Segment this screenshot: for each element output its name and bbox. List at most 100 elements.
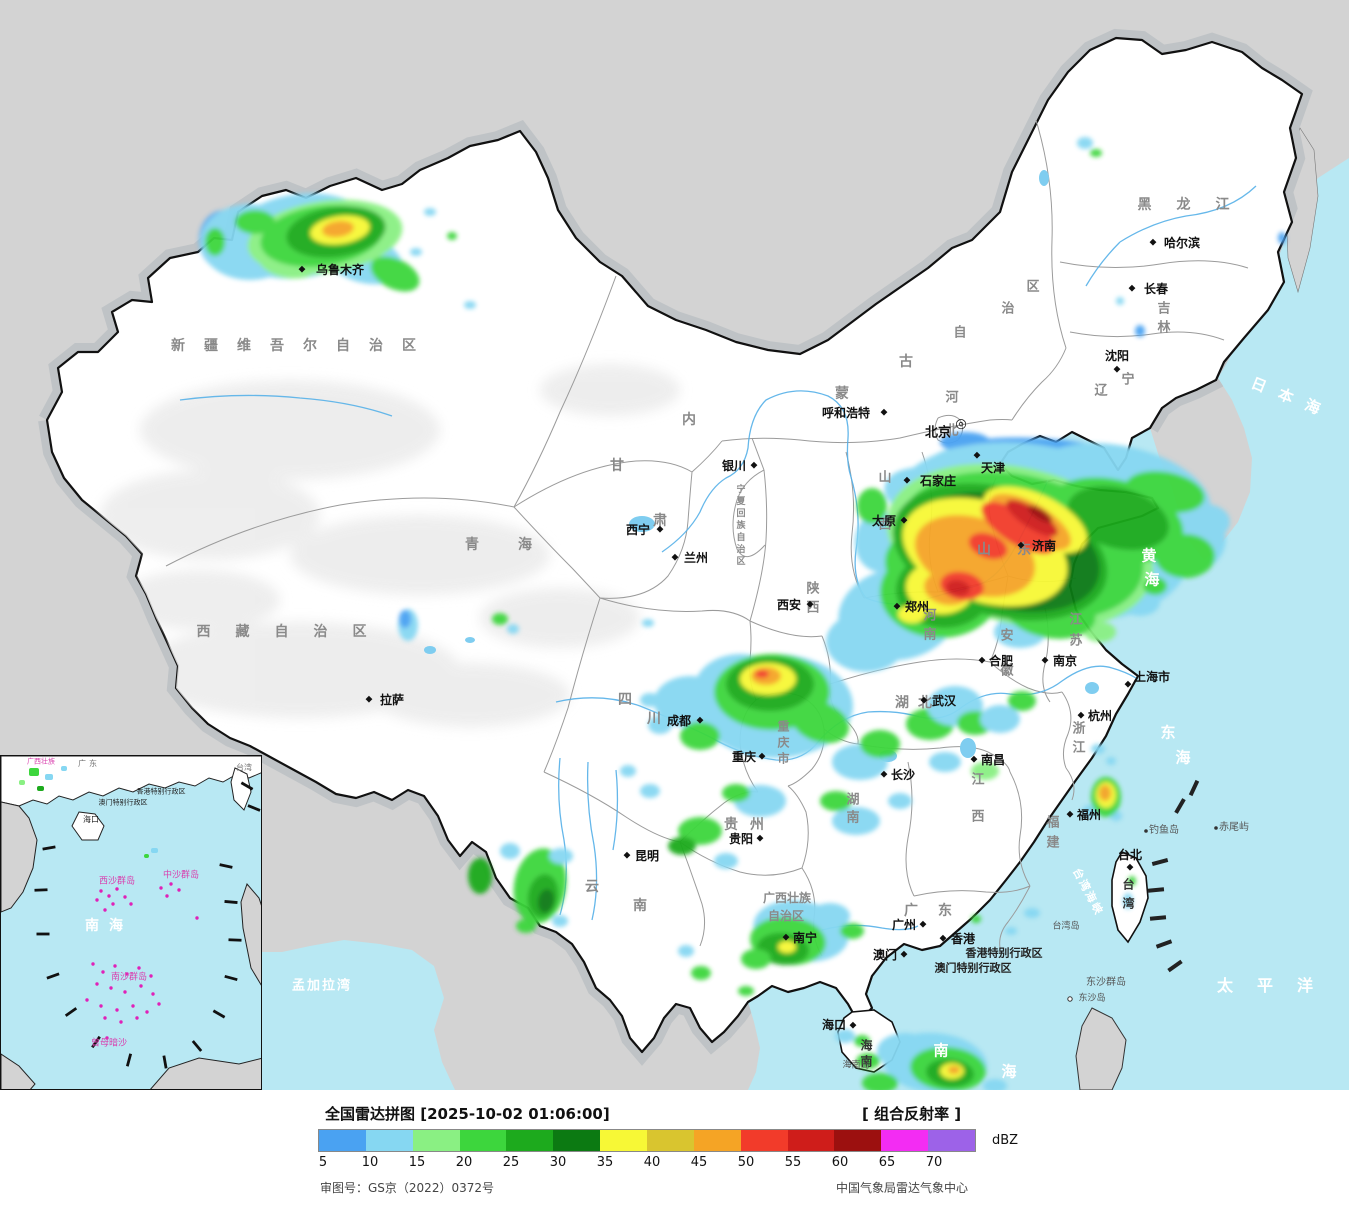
legend-value: 15 — [408, 1155, 426, 1170]
nine-dash-segment — [228, 938, 242, 942]
legend-seg-5 — [319, 1130, 366, 1151]
island-symbol — [135, 1016, 139, 1020]
island-symbol — [177, 888, 181, 892]
nine-dash-segment — [247, 804, 261, 812]
legend-value: 35 — [596, 1155, 614, 1170]
nine-dash-segment — [64, 1007, 78, 1017]
radar-echo — [500, 843, 520, 859]
radar-echo — [1123, 893, 1133, 909]
ryukyu-dashes — [1147, 779, 1200, 973]
nine-dash-segment — [36, 932, 50, 936]
china-radar-map: 新疆维吾尔自治区 西藏自治区 青海甘肃内蒙古自治区黑龙江 吉林辽宁河北 山西 山东 河南 陕西… — [0, 0, 1349, 1090]
inset-radar-echo — [45, 774, 53, 780]
island-symbol — [99, 889, 103, 893]
radar-echo — [691, 966, 711, 980]
radar-echo — [810, 903, 850, 929]
legend-seg-30 — [553, 1130, 601, 1151]
radar-echo — [468, 858, 492, 894]
radar-echo — [1278, 232, 1286, 244]
radar-echo — [648, 716, 672, 734]
nine-dash-segment — [219, 863, 233, 869]
island-symbol — [111, 902, 115, 906]
radar-echo — [854, 1035, 870, 1047]
inset-radar-echo — [29, 768, 39, 776]
island-symbol — [149, 974, 153, 978]
inset-taiwan — [230, 767, 252, 811]
island-symbol — [195, 916, 199, 920]
radar-echo — [235, 210, 275, 234]
radar-echo — [971, 762, 999, 780]
island-symbol — [95, 982, 99, 986]
radar-echo — [552, 915, 568, 927]
legend-panel: 全国雷达拼图 [2025-10-02 01:06:00] [ 组合反射率 ] d… — [0, 1090, 1349, 1208]
radar-echo — [888, 793, 912, 809]
radar-echo — [840, 923, 864, 939]
radar-echo — [1027, 505, 1053, 523]
legend-value: 10 — [361, 1155, 379, 1170]
radar-echo — [492, 613, 508, 625]
inset-canvas — [1, 756, 261, 1089]
inset-radar-echo — [37, 786, 44, 791]
radar-echo — [857, 488, 887, 524]
island-symbol — [151, 992, 155, 996]
nine-dash-segment — [91, 1035, 101, 1049]
product-name: [ 组合反射率 ] — [862, 1105, 962, 1123]
radar-echo — [835, 1029, 855, 1043]
inset-radar-echo — [151, 848, 158, 853]
inset-hainan — [71, 811, 105, 841]
radar-echo — [948, 1066, 960, 1074]
radar-echo — [1135, 325, 1145, 337]
radar-echo — [516, 919, 536, 933]
island-symbol — [157, 1002, 161, 1006]
south-china-sea-inset: 南海 西沙群岛 中沙群岛 南沙群岛 曾母暗沙 广东 广西壮族 台湾 海口 香港特别行政区 澳门特别行… — [0, 755, 262, 1090]
radar-echo — [1099, 785, 1111, 801]
inset-radar-echo — [61, 766, 67, 771]
inset-radar-echoes — [19, 766, 158, 858]
legend-value: 30 — [549, 1155, 567, 1170]
inset-borneo — [150, 1057, 261, 1089]
island-symbol — [103, 908, 107, 912]
legend-seg-15 — [412, 1130, 460, 1151]
radar-echo — [1116, 297, 1124, 305]
island-symbol — [139, 984, 143, 988]
island-symbol — [99, 1004, 103, 1008]
legend-value: 25 — [502, 1155, 520, 1170]
legend-seg-35 — [600, 1130, 648, 1151]
island-symbol — [129, 902, 133, 906]
small-island-dots — [1067, 826, 1218, 1002]
radar-echo — [980, 705, 1020, 733]
radar-echo — [1106, 757, 1116, 765]
inset-island-symbols — [85, 882, 199, 1040]
radar-echo — [738, 986, 754, 996]
radar-echo — [537, 889, 555, 913]
dbz-value-row: 5 10 15 20 25 30 35 40 45 50 55 60 65 70 — [0, 1155, 1349, 1173]
nine-dash-segment — [42, 845, 56, 851]
radar-echo — [826, 612, 906, 672]
radar-echo — [678, 817, 722, 845]
island-symbol — [137, 966, 141, 970]
legend-seg-65 — [881, 1130, 929, 1151]
radar-echo — [410, 248, 422, 256]
legend-seg-70 — [928, 1130, 976, 1151]
radar-echo — [1006, 499, 1058, 537]
radar-echo — [370, 256, 420, 292]
island-symbol — [113, 964, 117, 968]
radar-echo — [722, 784, 750, 802]
nine-dash-segment — [224, 900, 238, 904]
radar-echo — [929, 752, 961, 772]
radar-echo — [971, 915, 981, 923]
map-title: 全国雷达拼图 [2025-10-02 01:06:00] — [325, 1105, 610, 1123]
nine-dash-segment — [34, 888, 48, 892]
nine-dash-segment — [191, 1040, 203, 1052]
radar-echo — [205, 228, 225, 256]
island-symbol — [145, 1010, 149, 1014]
island-symbol — [125, 972, 129, 976]
inset-luzon — [240, 883, 261, 986]
radar-echo — [424, 208, 436, 216]
radar-echo — [680, 722, 720, 750]
legend-value: 65 — [878, 1155, 896, 1170]
legend-value: 45 — [690, 1155, 708, 1170]
radar-echo — [981, 501, 1055, 555]
legend-seg-55 — [787, 1130, 835, 1151]
